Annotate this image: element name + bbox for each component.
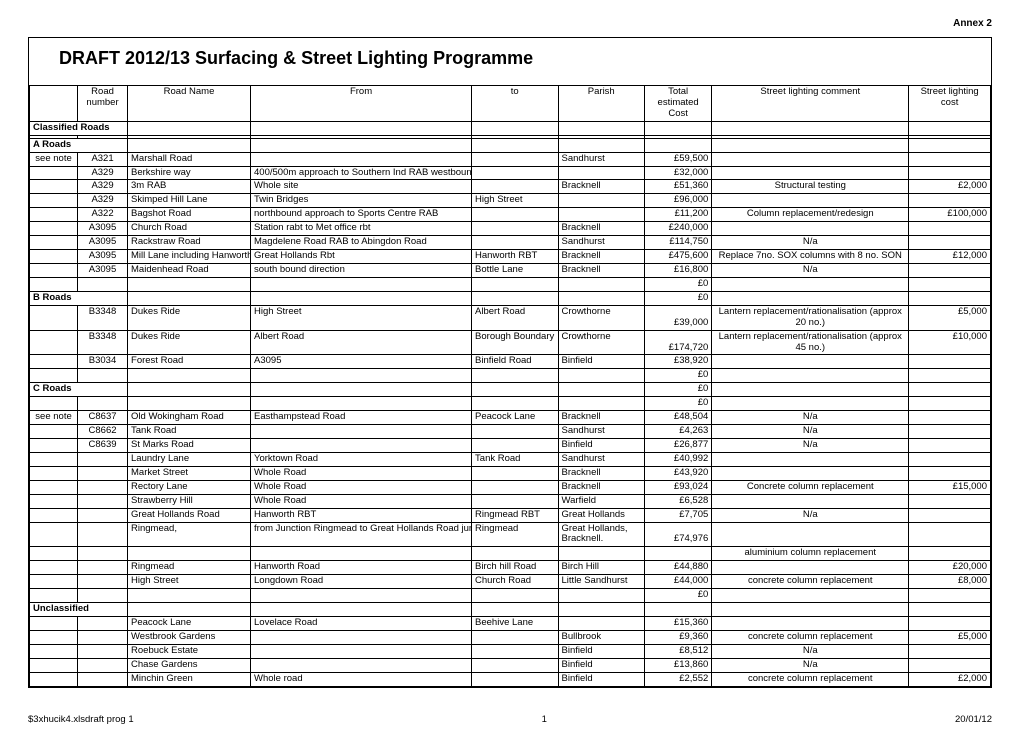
table-row: Great Hollands RoadHanworth RBTRingmead …: [30, 508, 991, 522]
table-row: A3293m RABWhole siteBracknell£51,360Stru…: [30, 180, 991, 194]
table-row: A3095Rackstraw RoadMagdelene Road RAB to…: [30, 236, 991, 250]
table-row: Roebuck EstateBinfield£8,512N/a: [30, 644, 991, 658]
table-row: High StreetLongdown RoadChurch RoadLittl…: [30, 575, 991, 589]
header-row: Road numberRoad NameFromtoParishTotal es…: [30, 86, 991, 122]
table-row: see noteA321Marshall RoadSandhurst£59,50…: [30, 152, 991, 166]
table-row: A329Skimped Hill LaneTwin BridgesHigh St…: [30, 194, 991, 208]
page-title: DRAFT 2012/13 Surfacing & Street Lightin…: [29, 38, 991, 85]
sheet-frame: DRAFT 2012/13 Surfacing & Street Lightin…: [28, 37, 992, 688]
section-row: A Roads: [30, 138, 991, 152]
programme-table: Road numberRoad NameFromtoParishTotal es…: [29, 85, 991, 687]
table-row: B3034Forest RoadA3095Binfield RoadBinfie…: [30, 355, 991, 369]
table-row: A3095Church RoadStation rabt to Met offi…: [30, 222, 991, 236]
table-row: A322Bagshot Roadnorthbound approach to S…: [30, 208, 991, 222]
table-row: £0: [30, 369, 991, 383]
footer-center: 1: [542, 714, 547, 725]
table-row: A3095Maidenhead Roadsouth bound directio…: [30, 263, 991, 277]
table-row: Westbrook GardensBullbrook£9,360concrete…: [30, 630, 991, 644]
table-row: RingmeadHanworth RoadBirch hill RoadBirc…: [30, 561, 991, 575]
table-row: Chase GardensBinfield£13,860N/a: [30, 658, 991, 672]
table-row: A3095Mill Lane including Hanworth RbtGre…: [30, 250, 991, 264]
section-row: Unclassified: [30, 603, 991, 617]
table-row: B3348Dukes RideAlbert RoadBorough Bounda…: [30, 330, 991, 355]
annex-label: Annex 2: [28, 18, 992, 29]
section-row: B Roads£0: [30, 291, 991, 305]
table-row: Minchin GreenWhole roadBinfield£2,552con…: [30, 672, 991, 686]
section-row: Classified Roads: [30, 121, 991, 135]
footer-right: 20/01/12: [955, 714, 992, 725]
table-row: Peacock LaneLovelace RoadBeehive Lane£15…: [30, 616, 991, 630]
table-row: £0: [30, 397, 991, 411]
table-row: Laundry LaneYorktown RoadTank RoadSandhu…: [30, 452, 991, 466]
table-row: B3348Dukes RideHigh StreetAlbert RoadCro…: [30, 305, 991, 330]
table-row: Strawberry HillWhole RoadWarfield£6,528: [30, 494, 991, 508]
table-row: £0: [30, 277, 991, 291]
table-row: see noteC8637Old Wokingham RoadEasthamps…: [30, 411, 991, 425]
page-footer: $3xhucik4.xlsdraft prog 1 1 20/01/12: [28, 714, 992, 725]
table-row: C8662Tank RoadSandhurst£4,263N/a: [30, 425, 991, 439]
table-row: A329Berkshire way400/500m approach to So…: [30, 166, 991, 180]
table-row: £0: [30, 589, 991, 603]
section-row: C Roads£0: [30, 383, 991, 397]
table-row: aluminium column replacement: [30, 547, 991, 561]
table-row: Market StreetWhole RoadBracknell£43,920: [30, 466, 991, 480]
table-row: C8639St Marks RoadBinfield£26,877N/a: [30, 438, 991, 452]
footer-left: $3xhucik4.xlsdraft prog 1: [28, 714, 134, 725]
table-row: Rectory LaneWhole RoadBracknell£93,024Co…: [30, 480, 991, 494]
table-row: Ringmead,from Junction Ringmead to Great…: [30, 522, 991, 547]
